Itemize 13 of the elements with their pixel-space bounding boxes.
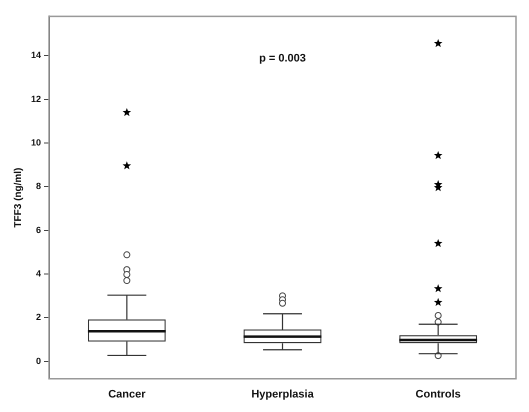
y-tick-label: 12 <box>30 94 42 104</box>
y-axis-title: TFF3 (ng/ml) <box>12 168 24 228</box>
y-tick-label: 8 <box>36 181 42 192</box>
x-tick-label: Hyperplasia <box>251 388 315 400</box>
y-tick-label: 4 <box>36 268 42 278</box>
x-tick-label: Cancer <box>108 388 146 400</box>
y-tick-label: 0 <box>36 356 42 366</box>
y-tick-label: 6 <box>36 224 42 235</box>
y-tick-label: 14 <box>30 50 42 60</box>
y-tick-label: 2 <box>36 312 42 322</box>
y-tick-label: 10 <box>30 138 42 148</box>
annotation: p = 0.003 <box>259 52 306 64</box>
x-tick-label: Controls <box>416 388 461 400</box>
